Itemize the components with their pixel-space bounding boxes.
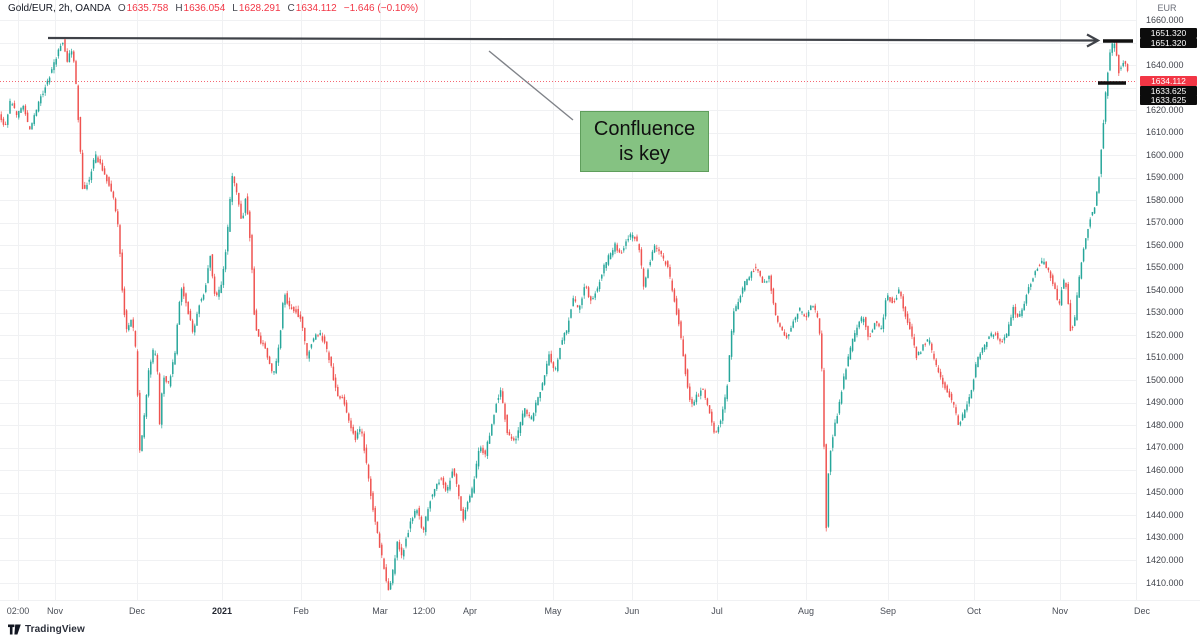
price-axis[interactable]: EUR 1660.0001650.0001640.0001630.0001620… [1136,0,1200,600]
annotation-line1: Confluence [593,117,696,140]
open-value: 1635.758 [126,3,169,14]
price-tick-label: 1600.000 [1146,149,1184,160]
tradingview-logo[interactable]: TradingView [8,624,85,635]
time-tick-label: Nov [46,606,64,616]
price-tick-label: 1660.000 [1146,14,1184,25]
high-label: H [175,3,183,14]
price-tick-label: 1640.000 [1146,59,1184,70]
time-axis[interactable]: 02:00 Nov Dec 2021 Feb Mar 12:00 Apr May Jun Jul Au… [0,600,1200,621]
chart-area: Confluence is key Gold/EUR, 2h, OANDA O16… [0,0,1136,600]
close-value: 1634.112 [295,3,337,14]
annotation-line2: is key [618,142,671,165]
close-label: C [287,3,295,14]
footer-bar: TradingView [0,620,1200,639]
price-tick-label: 1460.000 [1146,464,1184,475]
currency-label: EUR [1157,3,1177,13]
price-tick-label: 1590.000 [1146,172,1184,183]
low-value: 1628.291 [238,3,281,14]
price-tick-label: 1500.000 [1146,374,1184,385]
high-value: 1636.054 [183,3,226,14]
tradingview-brand-text: TradingView [25,624,85,635]
low-label: L [232,3,238,14]
time-tick-label: Mar [372,606,388,616]
time-tick-label: Dec [1133,606,1151,616]
current-price-chip: 1634.112 [1140,76,1197,86]
annotation-note[interactable]: Confluence is key [580,111,709,172]
time-tick-label: Apr [462,606,478,616]
price-tick-label: 1580.000 [1146,194,1184,205]
change-value: −1.646 (−0.10%) [343,3,419,14]
tradingview-logo-icon [8,624,21,635]
price-tick-label: 1440.000 [1146,509,1184,520]
time-tick-label: May [544,606,562,616]
candlestick-canvas[interactable] [0,0,1136,600]
price-tick-label: 1550.000 [1146,262,1184,273]
level-price-chip: 1633.625 [1140,85,1197,96]
time-tick-label: Feb [293,606,309,616]
symbol-header: Gold/EUR, 2h, OANDA O1635.758 H1636.054 L16… [8,3,418,14]
price-tick-label: 1490.000 [1146,397,1184,408]
time-tick-label: Sep [879,606,897,616]
price-tick-label: 1470.000 [1146,442,1184,453]
time-tick-label: Aug [797,606,815,616]
price-tick-label: 1410.000 [1146,577,1184,588]
price-tick-label: 1430.000 [1146,532,1184,543]
time-tick-label: 12:00 [412,606,436,616]
price-tick-label: 1420.000 [1146,554,1184,565]
level-price-chip: 1651.320 [1140,27,1197,38]
level-price-chip: 1651.320 [1140,37,1197,48]
time-tick-label: Jul [711,606,723,616]
time-tick-label: Oct [966,606,982,616]
time-tick-label: Dec [128,606,146,616]
time-tick-label: Nov [1051,606,1069,616]
time-tick-label: 2021 [211,606,233,616]
price-tick-label: 1620.000 [1146,104,1184,115]
time-tick-label: Jun [624,606,640,616]
price-tick-label: 1570.000 [1146,217,1184,228]
level-price-chip: 1633.625 [1140,94,1197,105]
price-tick-label: 1520.000 [1146,329,1184,340]
price-tick-label: 1450.000 [1146,487,1184,498]
price-tick-label: 1540.000 [1146,284,1184,295]
price-tick-label: 1510.000 [1146,352,1184,363]
symbol-title[interactable]: Gold/EUR, 2h, OANDA [8,3,111,14]
price-tick-label: 1560.000 [1146,239,1184,250]
price-tick-label: 1480.000 [1146,419,1184,430]
open-label: O [117,3,126,14]
price-tick-label: 1610.000 [1146,127,1184,138]
price-tick-label: 1530.000 [1146,307,1184,318]
time-tick-label: 02:00 [6,606,30,616]
